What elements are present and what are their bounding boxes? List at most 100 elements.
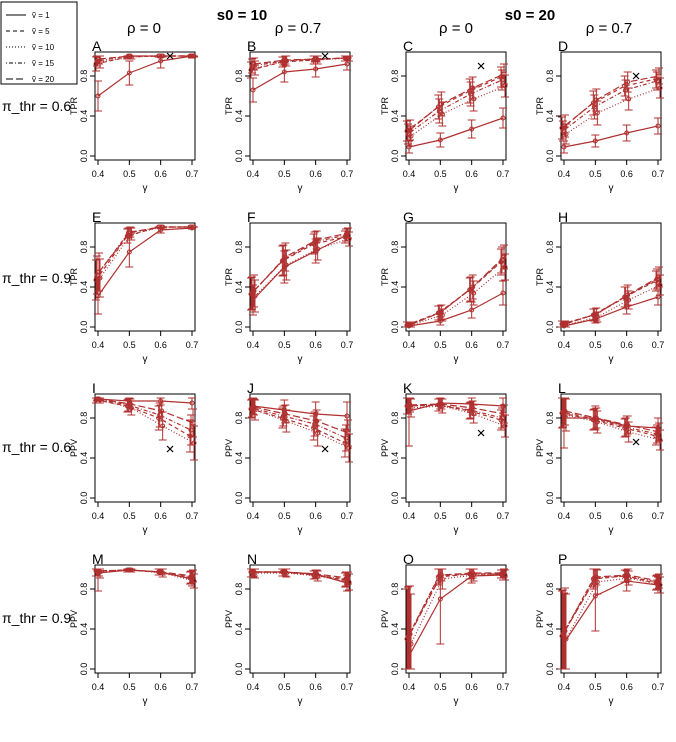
- data-point: [248, 291, 254, 297]
- data-point: [344, 413, 350, 419]
- data-point: [500, 290, 506, 296]
- x-tick-label: 0.5: [278, 511, 291, 521]
- data-point: [282, 411, 288, 417]
- data-point: [282, 57, 288, 63]
- y-axis-label: TPR: [69, 267, 79, 286]
- panel-letter: E: [92, 209, 101, 225]
- x-tick-label: 0.5: [589, 511, 602, 521]
- data-point: [314, 56, 320, 62]
- data-point: [95, 93, 101, 99]
- data-point: [593, 97, 599, 103]
- data-point: [190, 420, 196, 426]
- series-line: [253, 57, 349, 65]
- data-point: [655, 123, 661, 129]
- data-point: [625, 572, 631, 578]
- y-tick-label: 0.0: [79, 150, 89, 163]
- data-point: [189, 400, 195, 406]
- x-tick-label: 0.7: [341, 682, 354, 692]
- panel-frame: [560, 564, 662, 674]
- data-point: [467, 408, 473, 414]
- series-4: [404, 246, 506, 328]
- series-1: [405, 568, 507, 670]
- series-4: [559, 71, 661, 142]
- series-line: [561, 575, 657, 637]
- series-5: [406, 244, 508, 328]
- series-line: [408, 574, 504, 657]
- x-tick-label: 0.6: [154, 511, 167, 521]
- data-point: [593, 574, 599, 580]
- data-point: [626, 96, 632, 102]
- series-line: [255, 572, 350, 583]
- x-tick-label: 0.4: [558, 682, 571, 692]
- x-tick-label: 0.6: [154, 340, 167, 350]
- series-line: [410, 574, 505, 645]
- y-tick-label: 0.0: [234, 150, 244, 163]
- series-5: [561, 568, 663, 670]
- y-tick-label: 0.8: [390, 241, 400, 254]
- x-tick-label: 0.4: [403, 682, 416, 692]
- x-tick-label: 0.4: [92, 340, 105, 350]
- series-5: [95, 567, 197, 583]
- series-line: [99, 226, 194, 279]
- x-axis-label: γ: [609, 525, 614, 536]
- panel-frame: [560, 51, 662, 161]
- x-tick-label: 0.7: [186, 340, 199, 350]
- y-tick-label: 0.8: [79, 412, 89, 425]
- x-tick-label: 0.4: [558, 511, 571, 521]
- x-axis-label: γ: [298, 696, 303, 707]
- data-point: [342, 440, 348, 446]
- x-tick-label: 0.5: [434, 682, 447, 692]
- header-rho-2: ρ = 0.7: [275, 20, 321, 37]
- data-point: [594, 579, 600, 585]
- data-point: [470, 85, 476, 91]
- series-line: [409, 572, 504, 635]
- series-line: [565, 87, 661, 135]
- series-line: [95, 226, 190, 281]
- data-point: [438, 101, 444, 107]
- y-tick-label: 0.8: [545, 583, 555, 596]
- y-tick-label: 0.0: [545, 492, 555, 505]
- x-tick-label: 0.5: [589, 340, 602, 350]
- x-tick-label: 0.7: [497, 511, 510, 521]
- x-tick-label: 0.6: [620, 169, 633, 179]
- data-point: [97, 275, 103, 281]
- reference-marker: [166, 52, 174, 60]
- data-point: [470, 570, 476, 576]
- series-3: [96, 397, 198, 461]
- reference-marker: [166, 445, 174, 453]
- series-line: [562, 411, 658, 435]
- y-tick-label: 0.8: [234, 583, 244, 596]
- x-axis-label: γ: [143, 696, 148, 707]
- data-point: [314, 237, 320, 243]
- x-tick-label: 0.5: [123, 340, 136, 350]
- data-point: [469, 126, 475, 132]
- x-tick-label: 0.5: [434, 340, 447, 350]
- y-tick-label: 0.0: [545, 321, 555, 334]
- series-2: [558, 270, 660, 328]
- x-axis-label: γ: [609, 354, 614, 365]
- data-point: [656, 274, 662, 280]
- data-point: [282, 569, 288, 575]
- y-axis-label: PPV: [380, 439, 390, 457]
- series-5: [95, 224, 197, 292]
- series-4: [248, 398, 350, 452]
- data-point: [344, 61, 350, 67]
- data-point: [279, 258, 285, 264]
- legend: ṽ = 1 ṽ = 5 ṽ = 10 ṽ = 15 ṽ = 20: [0, 1, 78, 85]
- series-2: [403, 568, 505, 670]
- series-5: [250, 568, 352, 585]
- series-3: [407, 74, 509, 147]
- series-line: [562, 575, 658, 635]
- data-point: [345, 430, 351, 436]
- series-line: [253, 406, 349, 434]
- data-point: [313, 66, 319, 72]
- data-point: [407, 322, 413, 328]
- data-point: [408, 641, 414, 647]
- data-point: [437, 596, 443, 602]
- data-point: [501, 254, 507, 260]
- y-axis-label: PPV: [69, 439, 79, 457]
- panel-frame: [405, 51, 507, 161]
